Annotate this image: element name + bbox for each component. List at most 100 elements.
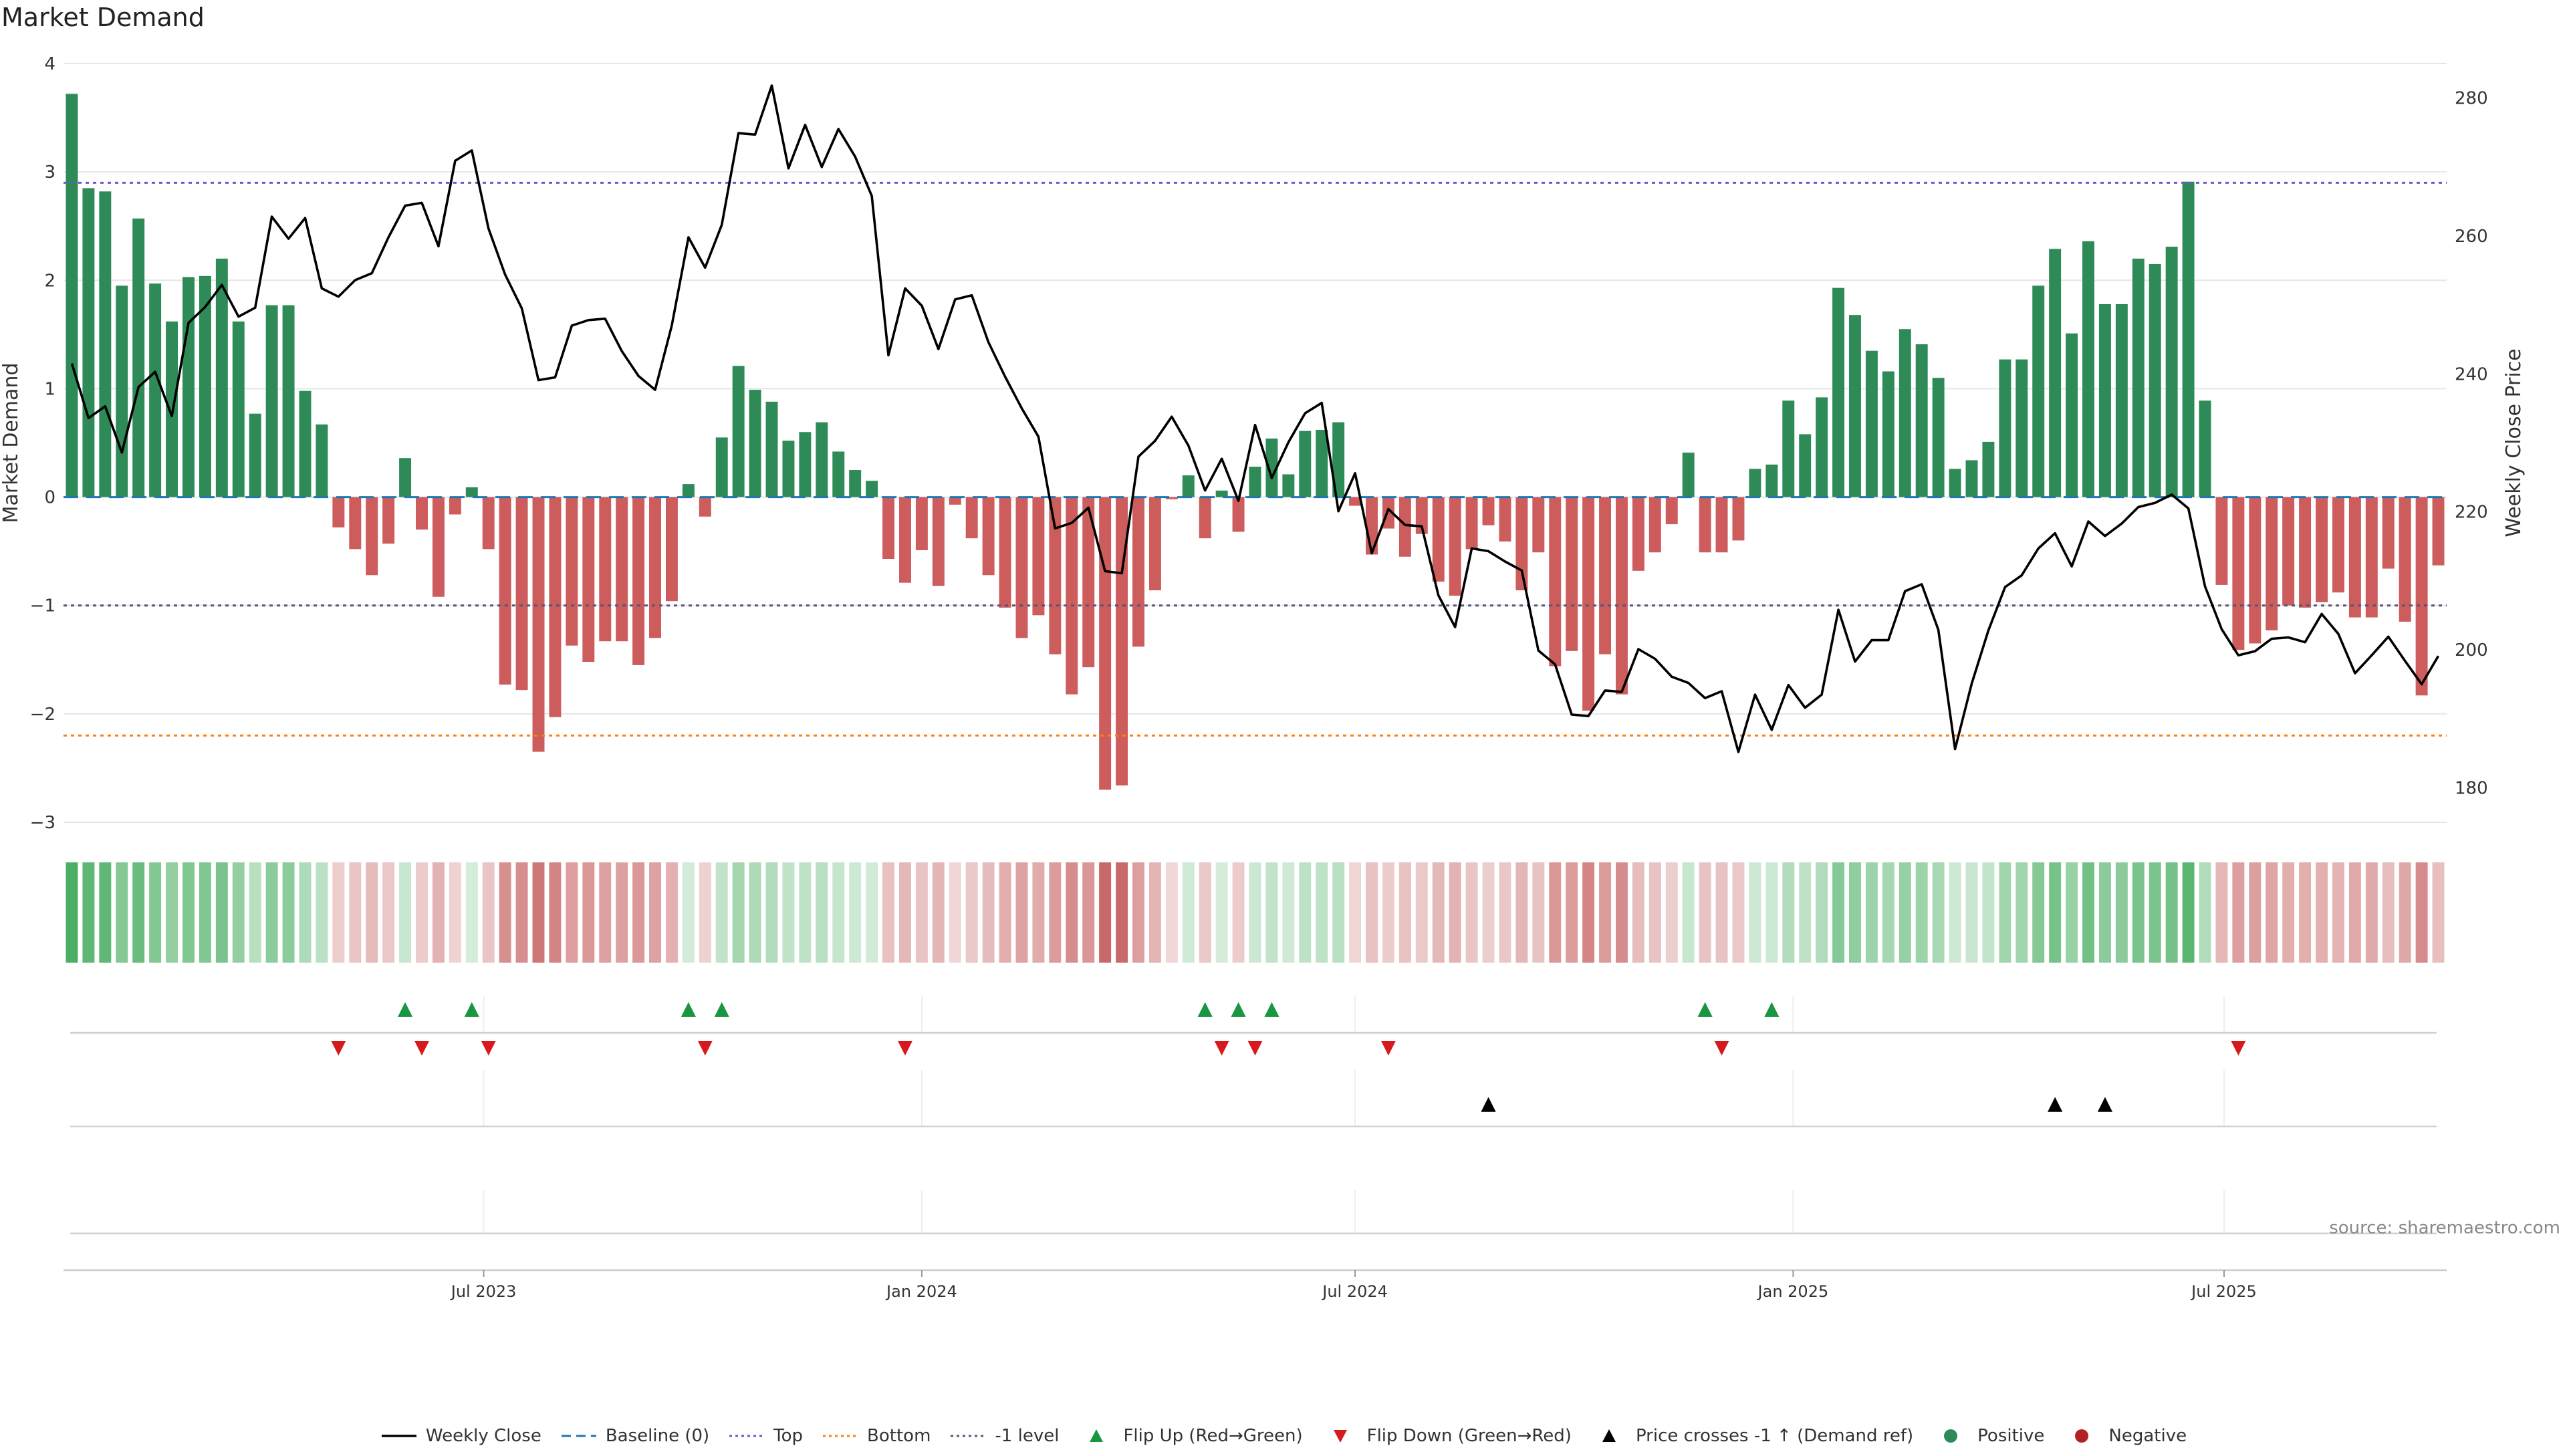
heat-strip-cell [1282, 862, 1295, 963]
y-axis-label-left: Market Demand [0, 363, 23, 523]
heat-strip-cell [2098, 862, 2111, 963]
demand-bar [2215, 497, 2228, 585]
heat-strip-cell [932, 862, 945, 963]
heat-strip-cell [2165, 862, 2178, 963]
flip-down-marker [414, 1041, 429, 1056]
chart-title: Market Demand [1, 3, 205, 32]
legend-item: Price crosses -1 ↑ (Demand ref) [1590, 1426, 1913, 1446]
heat-strip-cell [332, 862, 345, 963]
demand-bar [2249, 497, 2262, 644]
legend-item: Flip Down (Green→Red) [1322, 1426, 1572, 1446]
flip-down-marker [1214, 1041, 1229, 1056]
heat-strip-cell [1682, 862, 1695, 963]
legend-key-icon [381, 1435, 416, 1437]
heat-strip-cell [1099, 862, 1112, 963]
demand-bar [282, 305, 295, 497]
left-tick-label: 3 [44, 162, 55, 183]
heat-strip-cell [499, 862, 511, 963]
heat-strip-cell [1932, 862, 1945, 963]
demand-bar [1849, 315, 1861, 497]
heat-strip-cell [1265, 862, 1278, 963]
demand-bar [215, 258, 228, 497]
demand-bar [649, 497, 661, 638]
demand-bar [1682, 453, 1695, 497]
heat-strip-cell [1366, 862, 1378, 963]
legend-key-icon [951, 1435, 986, 1437]
heat-strip-cell [2299, 862, 2312, 963]
heat-strip-cell [1949, 862, 1961, 963]
demand-bar [99, 191, 112, 497]
demand-bar [1366, 497, 1378, 555]
demand-bar [566, 497, 578, 646]
demand-bar [1816, 397, 1828, 497]
demand-bar [449, 497, 461, 515]
legend-key-icon [1333, 1430, 1347, 1443]
heat-strip-cell [566, 862, 578, 963]
demand-bar [2015, 359, 2028, 497]
price-cross-marker [2048, 1097, 2063, 1112]
legend-item: Negative [2063, 1426, 2187, 1446]
right-tick-label: 240 [2455, 364, 2488, 384]
demand-bar [616, 497, 628, 642]
demand-bar [932, 497, 945, 586]
heat-strip-cell [616, 862, 628, 963]
heat-strip-cell [682, 862, 695, 963]
demand-bar [2165, 247, 2178, 497]
heat-strip-cell [1599, 862, 1612, 963]
left-tick-label: −2 [30, 705, 55, 725]
heat-strip-cell [2432, 862, 2445, 963]
legend-label: Bottom [867, 1426, 931, 1446]
left-tick-label: 0 [44, 488, 55, 508]
heat-strip-cell [2132, 862, 2145, 963]
heat-strip-cell [1832, 862, 1845, 963]
demand-bar [782, 441, 795, 497]
heat-strip-cell [399, 862, 412, 963]
demand-bar [1499, 497, 1511, 542]
demand-bar [2399, 497, 2411, 622]
demand-bar [1932, 378, 1945, 497]
demand-bar [1282, 474, 1295, 497]
heat-strip-cell [465, 862, 478, 963]
demand-bar [116, 285, 128, 497]
demand-bar [366, 497, 378, 576]
demand-bar [1665, 497, 1678, 525]
heat-strip-cell [2015, 862, 2028, 963]
heat-strip-cell [2149, 862, 2161, 963]
demand-bar [1382, 497, 1394, 529]
heat-strip-cell [382, 862, 395, 963]
demand-bar [849, 470, 862, 497]
heat-strip-cell [2365, 862, 2378, 963]
heat-strip-cell [99, 862, 112, 963]
demand-bar [232, 321, 245, 497]
heat-strip-cell [1449, 862, 1461, 963]
heat-strip-cell [1915, 862, 1928, 963]
x-tick-label: Jan 2024 [885, 1282, 957, 1301]
demand-bar [1349, 497, 1362, 506]
heat-strip-cell [2332, 862, 2344, 963]
demand-bar [1099, 497, 1112, 790]
demand-bar [582, 497, 595, 662]
demand-bar [316, 424, 328, 497]
demand-bar [1182, 475, 1195, 497]
heat-strip-cell [2082, 862, 2094, 963]
demand-bar [515, 497, 528, 691]
heat-strip-cell [116, 862, 128, 963]
heat-strip-cell [732, 862, 745, 963]
legend-key-icon [823, 1435, 858, 1437]
heat-strip-cell [1715, 862, 1728, 963]
demand-bar [2365, 497, 2378, 618]
right-tick-label: 260 [2455, 227, 2488, 247]
demand-bar [2199, 400, 2211, 497]
demand-bar [1032, 497, 1045, 616]
source-label: source: sharemaestro.com [2329, 1218, 2560, 1238]
demand-bar [1765, 464, 1778, 497]
heat-strip-cell [1799, 862, 1812, 963]
heat-strip-cell [1849, 862, 1861, 963]
demand-bar [2316, 497, 2328, 602]
heat-strip-cell [2215, 862, 2228, 963]
flip-up-marker [1764, 1002, 1780, 1017]
demand-bar [1982, 441, 1995, 497]
demand-bar [1232, 497, 1245, 532]
legend-label: Flip Down (Green→Red) [1366, 1426, 1572, 1446]
